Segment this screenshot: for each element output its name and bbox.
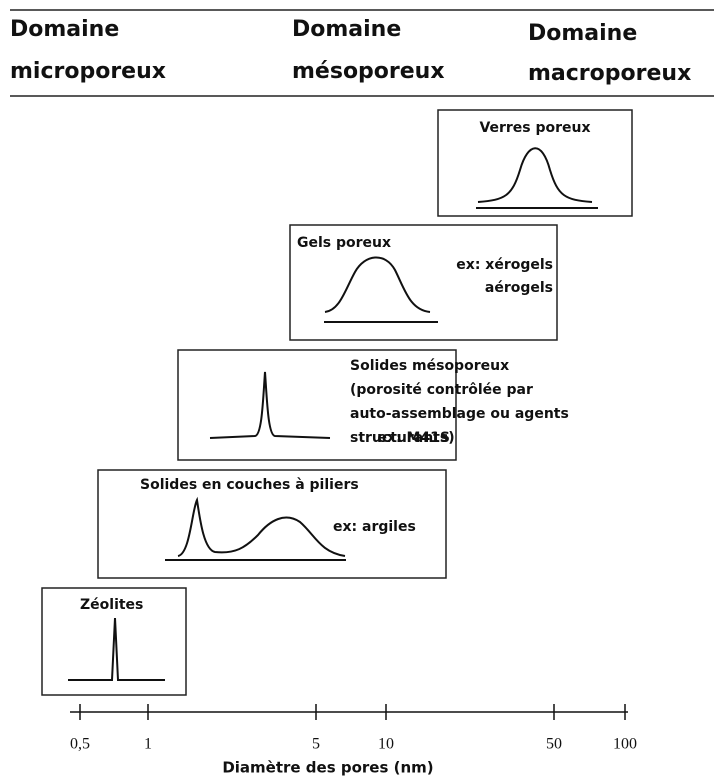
header-text: microporeux [10,59,166,84]
tick-label: 0,5 [70,736,90,753]
box-title: Verres poreux [479,120,590,136]
box-title: Solides en couches à piliers [140,477,359,493]
curve [324,256,431,313]
curve [177,496,346,557]
tick-label: 50 [546,736,562,753]
box [437,109,633,217]
box-text: (porosité contrôlée par [350,382,533,398]
box-title: Zéolites [80,597,143,613]
header-text: mésoporeux [292,59,445,84]
header-text: macroporeux [528,61,691,86]
box [289,224,558,341]
tick-label: 100 [613,736,637,753]
box-example: ex: M41S [378,430,451,446]
header-text: Domaine [292,17,401,42]
box [41,587,187,696]
box-text: auto-assemblage ou agents [350,406,569,422]
box-example: ex: xérogels [456,257,553,273]
curve [209,371,331,439]
curve [477,147,593,203]
box [97,469,447,579]
box-text: structurants) [350,430,455,446]
box-example: ex: argiles [333,519,416,535]
header-text: Domaine [528,21,637,46]
box-example: aérogels [485,280,553,296]
header-text: Domaine [10,17,119,42]
curve [68,617,165,681]
tick-label: 10 [378,736,394,753]
tick-label: 5 [312,736,320,753]
box-title: Gels poreux [297,235,391,251]
axis-title: Diamètre des pores (nm) [222,759,433,777]
tick-label: 1 [144,736,152,753]
box-text: Solides mésoporeux [350,358,509,374]
box [177,349,457,461]
